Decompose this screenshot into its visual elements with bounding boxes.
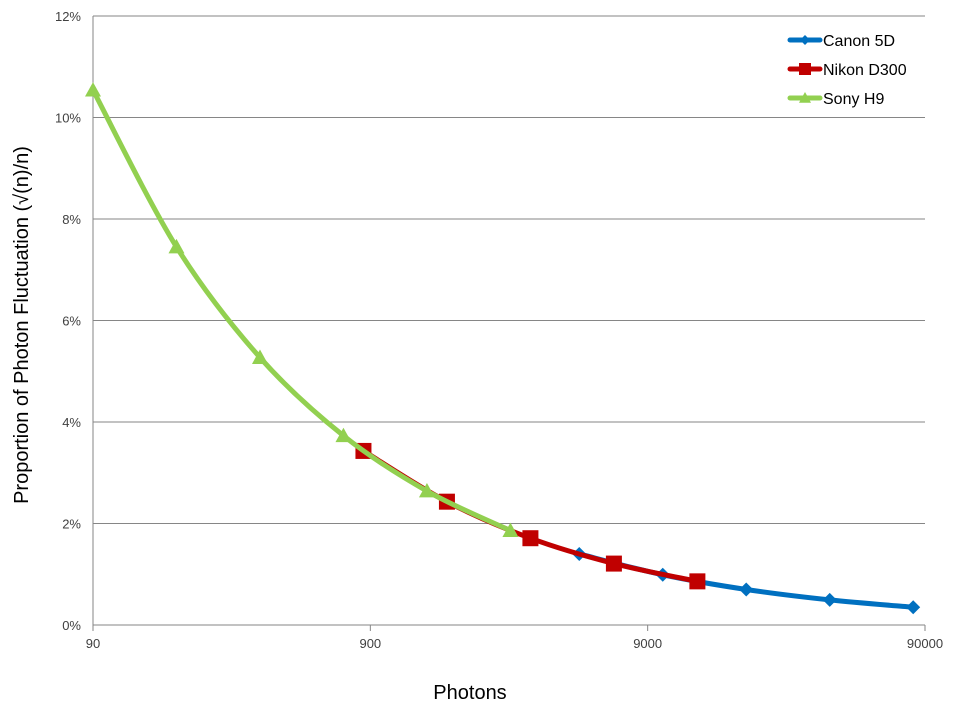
series-line-sony-h9 bbox=[90, 87, 513, 534]
series-line-canon-5d bbox=[576, 551, 916, 610]
data-point-nikon-d300 bbox=[605, 555, 622, 572]
y-tick-label: 6% bbox=[62, 314, 81, 329]
data-point-sony-h9 bbox=[502, 522, 519, 538]
series-canon-5d bbox=[572, 546, 921, 615]
y-tick-label: 8% bbox=[62, 212, 81, 227]
series-nikon-d300 bbox=[355, 442, 706, 590]
y-axis-title: Proportion of Photon Fluctuation (√(n)/n… bbox=[11, 146, 33, 504]
x-axis-title: Photons bbox=[433, 682, 506, 704]
axes: 0% 2% 4% 6% 8% 10% 12% 90 900 9000 90000 bbox=[55, 9, 943, 651]
series-sony-h9 bbox=[85, 82, 519, 538]
data-point-sony-h9 bbox=[335, 427, 352, 443]
legend-label: Sony H9 bbox=[823, 91, 884, 108]
legend-label: Nikon D300 bbox=[823, 62, 907, 79]
y-tick-label: 0% bbox=[62, 618, 81, 633]
data-point-canon-5d bbox=[739, 582, 754, 597]
legend: Canon 5D Nikon D300 Sony H9 bbox=[787, 33, 907, 108]
series-layer bbox=[85, 82, 921, 615]
data-point-sony-h9 bbox=[85, 82, 101, 97]
data-point-sony-h9 bbox=[418, 483, 435, 498]
data-point-sony-h9 bbox=[168, 238, 185, 254]
x-tick-label: 900 bbox=[359, 636, 381, 651]
y-tick-label: 12% bbox=[55, 9, 81, 24]
data-point-sony-h9 bbox=[251, 349, 268, 364]
legend-item-canon-5d: Canon 5D bbox=[787, 33, 895, 50]
x-tick-label: 9000 bbox=[633, 636, 662, 651]
legend-swatch-marker bbox=[799, 63, 811, 75]
y-tick-label: 10% bbox=[55, 111, 81, 126]
data-point-canon-5d bbox=[906, 600, 921, 615]
data-point-canon-5d bbox=[822, 592, 837, 607]
y-tick-label: 4% bbox=[62, 415, 81, 430]
legend-swatch-marker bbox=[800, 35, 810, 45]
data-point-nikon-d300 bbox=[522, 530, 539, 547]
legend-swatch-marker bbox=[799, 92, 811, 103]
series-line-nikon-d300 bbox=[360, 448, 700, 584]
y-tick-label: 2% bbox=[62, 517, 81, 532]
x-tick-label: 90 bbox=[86, 636, 100, 651]
data-point-nikon-d300 bbox=[689, 573, 706, 590]
legend-label: Canon 5D bbox=[823, 33, 895, 50]
x-tick-label: 90000 bbox=[907, 636, 943, 651]
legend-item-nikon-d300: Nikon D300 bbox=[787, 62, 907, 79]
legend-item-sony-h9: Sony H9 bbox=[787, 91, 884, 108]
